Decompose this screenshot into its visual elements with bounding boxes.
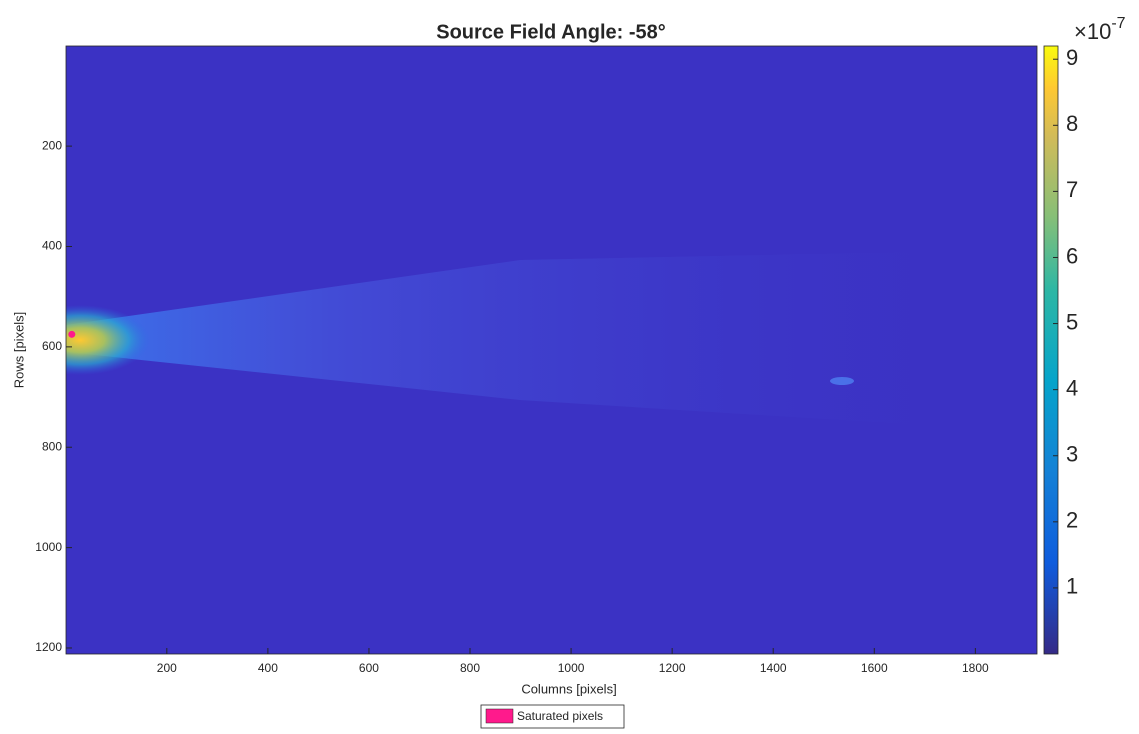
x-tick-label: 800: [460, 661, 480, 675]
colorbar-tick-label: 1: [1066, 574, 1078, 599]
saturated-pixel: [68, 330, 76, 338]
multiplier-exponent: -7: [1111, 15, 1125, 32]
colorbar-tick-label: 3: [1066, 442, 1078, 467]
y-tick-label: 1200: [35, 640, 62, 654]
x-axis-label: Columns [pixels]: [521, 681, 616, 696]
multiplier-base: ×10: [1074, 19, 1111, 44]
legend: [480, 704, 625, 729]
x-tick-label: 1200: [659, 661, 686, 675]
x-tick-label: 1400: [760, 661, 787, 675]
light-cone: [66, 250, 1000, 430]
image: [66, 46, 1037, 654]
x-tick-label: 1000: [558, 661, 585, 675]
y-axis-label: Rows [pixels]: [11, 312, 26, 389]
y-tick-label: 400: [42, 239, 62, 253]
plot-frame: [65, 45, 1038, 655]
x-tick-label: 200: [157, 661, 177, 675]
colorbar-tick-label: 5: [1066, 309, 1078, 334]
colorbar-tick-label: 9: [1066, 45, 1078, 70]
y-tick-label: 200: [42, 138, 62, 152]
colorbar-tick-label: 8: [1066, 111, 1078, 136]
colorbar-tick-label: 2: [1066, 508, 1078, 533]
chart-title: Source Field Angle: -58°: [436, 21, 666, 43]
colorbar: [1043, 45, 1059, 655]
colorbar-tick-label: 4: [1066, 375, 1078, 400]
colorbar-multiplier: ×10-7: [1074, 15, 1126, 44]
x-tick-label: 400: [258, 661, 278, 675]
x-tick-label: 1800: [962, 661, 989, 675]
legend-label: Saturated pixels: [517, 709, 603, 723]
colorbar-tick-label: 6: [1066, 243, 1078, 268]
x-tick-label: 600: [359, 661, 379, 675]
y-tick-label: 800: [42, 439, 62, 453]
y-tick-label: 600: [42, 339, 62, 353]
ghost: [830, 377, 854, 385]
colorbar-tick-label: 7: [1066, 177, 1078, 202]
legend-swatch: [485, 708, 514, 724]
hotspot: [66, 305, 150, 375]
y-tick-label: 1000: [35, 540, 62, 554]
x-tick-label: 1600: [861, 661, 888, 675]
